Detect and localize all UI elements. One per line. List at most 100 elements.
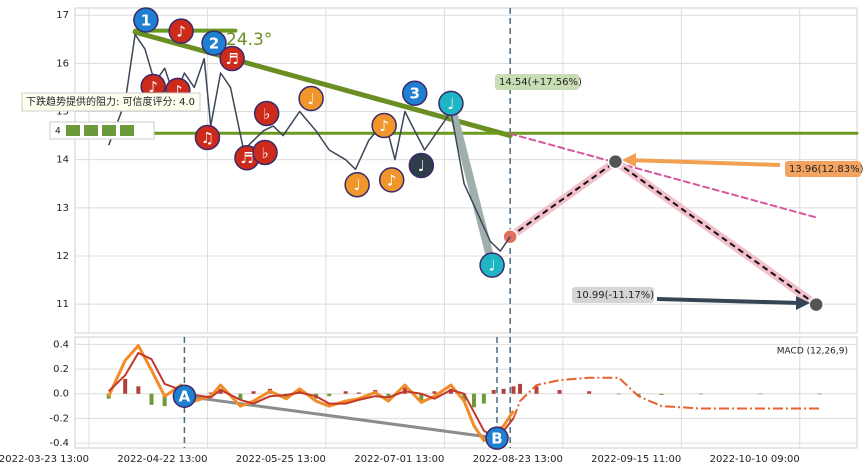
signal-marker [479, 252, 505, 278]
marker-label: ♬ [225, 50, 238, 68]
macd-line [512, 376, 820, 419]
marker-label: ♩ [354, 176, 361, 194]
signal-marker [219, 45, 245, 72]
marker-label: 1 [141, 12, 151, 30]
tooltip-box [21, 92, 201, 112]
callout-label: 13.96(12.83%) [789, 164, 864, 175]
callout-label: 10.99(-11.17%) [576, 290, 654, 301]
histogram-bar [616, 393, 621, 395]
signal-marker [438, 90, 464, 117]
marker-label: A [179, 388, 191, 406]
histogram-bar [238, 393, 243, 400]
y-tick-label: 11 [56, 299, 69, 310]
marker-label: ♭ [263, 105, 270, 123]
marker-label: ♪ [173, 82, 183, 100]
x-tick-label: 2022-10-10 09:00 [710, 454, 800, 465]
signal-marker [344, 171, 370, 198]
signal-marker [252, 139, 278, 166]
arrow-head [796, 296, 810, 310]
histogram-bar [123, 378, 128, 394]
projection-point [808, 296, 824, 313]
marker-label: ♪ [387, 171, 397, 189]
marker-label: ♩ [447, 95, 454, 113]
x-tick-label: 2022-09-15 11:00 [591, 454, 681, 465]
y-tick-label: 14 [56, 155, 69, 166]
histogram-bar [149, 393, 154, 405]
y-tick-label: -0.2 [49, 413, 69, 424]
histogram-bar [327, 393, 332, 397]
badge-text: 4 [55, 127, 61, 137]
y-tick-label: -0.4 [49, 438, 69, 449]
signal-marker [133, 7, 159, 33]
callout-box [785, 161, 861, 177]
histogram-bar [659, 393, 664, 395]
histogram-bar [448, 388, 453, 394]
y-tick-label: 0.2 [53, 364, 69, 375]
marker-label: 2 [209, 35, 219, 53]
callout-arrow [627, 158, 781, 167]
histogram-bar [218, 388, 223, 394]
callout-box [572, 287, 654, 303]
histogram-bar [817, 393, 822, 395]
histogram-bar [432, 391, 437, 394]
plot-area [74, 336, 858, 449]
histogram-bar [419, 393, 424, 403]
marker-label: ♬ [240, 149, 253, 167]
histogram-bar [699, 393, 704, 395]
y-tick-label: 17 [56, 10, 69, 21]
callout-box [495, 74, 579, 90]
histogram-bar [587, 391, 592, 394]
y-tick-label: 0.0 [53, 389, 69, 400]
histogram-bar [386, 393, 391, 398]
badge-icon [102, 125, 116, 136]
signal-marker [408, 152, 435, 179]
marker-label: ♩ [489, 257, 496, 275]
signal-marker [194, 124, 221, 151]
marker-label: ♩ [418, 157, 425, 175]
signal-marker [378, 167, 405, 193]
signal-marker [401, 80, 428, 106]
arrow-head [622, 153, 636, 167]
y-tick-label: 16 [56, 58, 69, 69]
histogram-bar [511, 386, 516, 394]
y-tick-label: 13 [56, 203, 69, 214]
x-tick-label: 2022-08-23 13:00 [473, 454, 563, 465]
y-tick-label: 15 [56, 107, 69, 118]
histogram-bar [251, 391, 256, 394]
histogram-bar [501, 388, 506, 394]
histogram-bar [356, 392, 361, 394]
x-tick-label: 2022-05-25 13:00 [236, 454, 326, 465]
histogram-bar [557, 390, 562, 394]
histogram-bar [462, 393, 467, 402]
marker-label: ♪ [176, 23, 186, 41]
signal-marker [298, 85, 324, 112]
y-tick-label: 0.4 [53, 339, 69, 350]
y-tick-label: 12 [56, 251, 69, 262]
histogram-bar [758, 393, 763, 395]
x-tick-label: 2022-04-22 13:00 [117, 454, 207, 465]
projection-line [509, 160, 817, 306]
marker-label: B [491, 430, 502, 448]
histogram-bar [162, 393, 167, 407]
marker-label: ♭ [261, 144, 268, 162]
panel-title: MACD (12,26,9) [777, 347, 848, 357]
histogram-bar [491, 390, 496, 394]
x-tick-label: 2022-07-01 13:00 [354, 454, 444, 465]
histogram-bar [471, 393, 476, 408]
signal-marker [201, 30, 227, 56]
signal-marker [172, 384, 197, 408]
marker-label: ♩ [308, 90, 315, 108]
histogram-bar [534, 386, 539, 394]
histogram-bar [343, 391, 348, 394]
marker-label: ♪ [148, 78, 158, 96]
x-tick-label: 2022-03-23 13:00 [0, 454, 89, 465]
callout-label: 14.54(+17.56%) [499, 77, 582, 88]
tooltip-text: 下跌趋势提供的阻力: 可信度评分: 4.0 [26, 95, 195, 108]
histogram-bar [518, 383, 523, 394]
trend-line [509, 132, 818, 219]
signal-marker [168, 18, 194, 44]
marker-label: ♪ [379, 117, 389, 135]
badge-icon [84, 125, 98, 136]
histogram-bar [481, 393, 486, 404]
